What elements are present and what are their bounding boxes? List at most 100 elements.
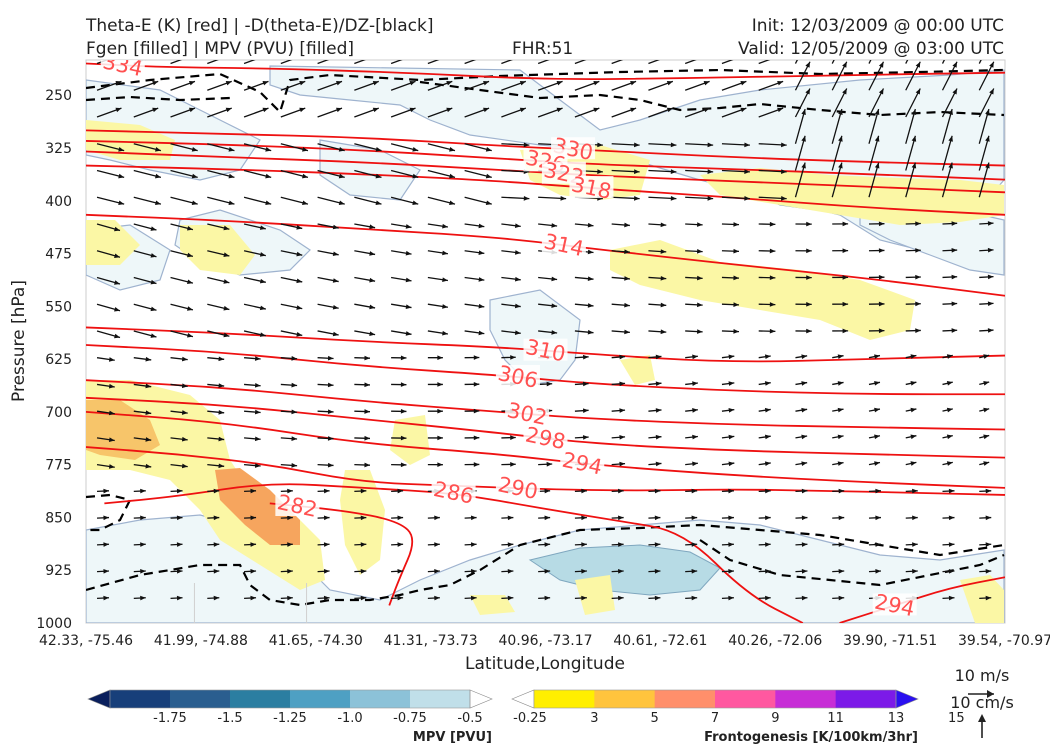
wind-vector [244,542,257,547]
wind-vector [648,515,661,521]
colorbar-tick-label: 13 [888,711,905,726]
wind-vector [648,568,661,574]
wind-vector [648,434,662,440]
wind-vector [648,169,677,174]
wind-vector [170,60,183,65]
wind-vector [317,196,345,206]
wind-vector [832,595,845,601]
wind-vector [354,276,376,283]
wind-vector [758,515,771,521]
wind-vector [501,568,514,574]
wind-vector [354,542,367,547]
wind-vector [537,60,550,65]
wind-vector [611,381,626,387]
x-tick-label: 41.65, -74.30 [269,633,363,649]
theta-e-contour-line [86,410,1005,489]
wind-vector [574,60,587,65]
wind-vector [942,247,958,253]
wind-vector [905,162,917,198]
wind-vector [979,568,992,574]
valid-time: Valid: 12/05/2009 @ 03:00 UTC [738,39,1004,59]
wind-vector [979,354,990,359]
wind-vector [648,142,677,148]
wind-vector-field [96,60,995,601]
wind-vector [317,107,343,118]
wind-vector [133,223,157,231]
wind-vector [685,408,698,413]
wind-vector [685,329,703,334]
wind-vector [905,248,921,253]
wind-vector [721,461,735,467]
wind-vector [354,60,366,65]
wind-vector [317,250,339,257]
y-tick-label: 925 [45,563,72,579]
wind-vector [721,107,747,118]
wind-vector [207,276,230,284]
mpv-colorbar-label: MPV [PVU] [413,730,492,745]
dashed-contour [86,95,231,102]
wind-ref-vertical-label: 10 cm/s [950,693,1014,712]
wind-vector [832,221,849,227]
wind-vector [207,409,225,415]
wind-vector [207,330,230,338]
wind-vector [317,355,334,361]
wind-vector [538,461,553,467]
wind-vector [758,221,776,227]
contour-label-bg [569,176,614,199]
y-tick-label: 550 [45,299,72,315]
wind-vector [391,355,407,361]
wind-vector [207,515,220,521]
wind-vector [611,595,624,601]
wind-vector [354,303,376,310]
wind-vector [391,568,404,574]
colorbar-tick-label: 15 [948,711,965,726]
wind-vector [721,80,747,91]
wind-vector [611,276,630,281]
wind-vector [721,488,734,494]
wind-vector [685,568,698,574]
wind-vector [207,303,230,311]
wind-vector [207,223,230,231]
wind-vector [354,382,371,388]
colorbar-swatch [715,690,776,708]
contour-label-bg [100,60,145,76]
wind-vector [905,407,917,413]
wind-vector [464,250,485,255]
wind-vector [280,107,306,118]
wind-vector [905,542,918,547]
wind-vector [758,381,771,386]
wind-vector [611,142,640,148]
wind-vector [391,250,412,256]
wind-vector [868,301,885,307]
wind-vector [170,250,194,258]
wind-vector [685,461,698,467]
contour-label-bg [431,480,476,503]
wind-vector [721,329,740,334]
wind-vector [391,488,404,494]
wind-vector [611,461,626,467]
wind-vector [427,542,440,547]
wind-vector [979,328,994,333]
wind-vector [794,61,811,91]
wind-vector [648,249,667,254]
wind-vector [427,169,456,179]
wind-vector [868,248,885,253]
wind-vector [979,381,990,386]
wind-vector [868,162,880,198]
wind-vector [795,221,812,227]
wind-vector [464,223,485,229]
wind-vector [96,169,125,179]
wind-vector [280,250,303,257]
wind-vector [648,354,662,360]
wind-vector [317,488,330,494]
wind-vector [941,61,958,91]
contour-label-bg [523,426,568,449]
wind-vector [317,143,345,152]
wind-vector [244,568,257,574]
wind-vector [133,196,162,206]
wind-vector [574,408,589,413]
colorbar-swatch [110,690,171,708]
wind-vector [96,250,121,258]
wind-vector [501,250,521,255]
